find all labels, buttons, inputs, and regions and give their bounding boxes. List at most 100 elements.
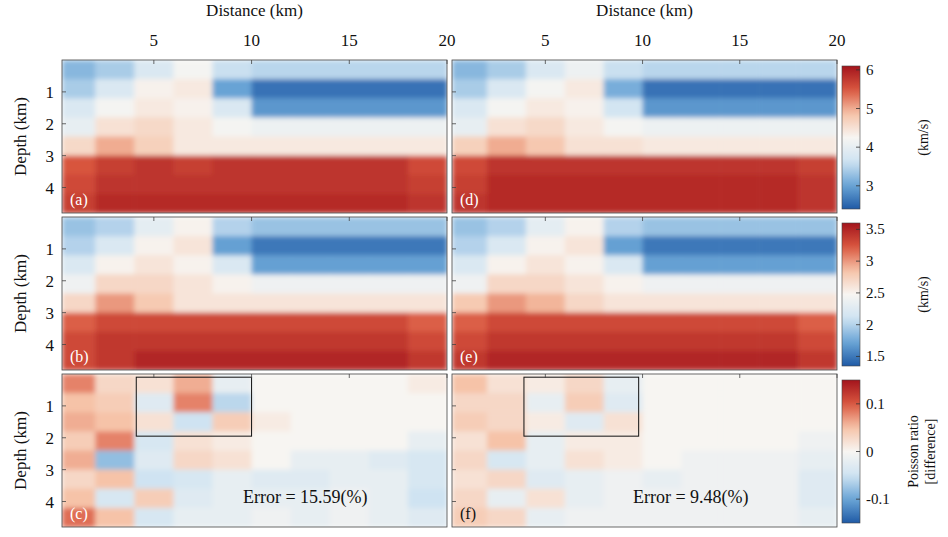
cell: [643, 175, 682, 195]
cell: [330, 431, 370, 451]
cell: [681, 313, 720, 333]
cell: [565, 217, 604, 237]
cell: [720, 60, 759, 80]
highlight-box: [136, 377, 251, 436]
cell: [452, 451, 488, 471]
y-tick: [62, 248, 66, 249]
cell: [369, 431, 409, 451]
cell: [62, 217, 96, 237]
cell: [369, 175, 409, 195]
cell: [134, 255, 174, 275]
cell: [526, 217, 565, 237]
colorbar-tick: [856, 451, 860, 452]
cell: [565, 489, 604, 509]
cell: [526, 156, 565, 176]
cell: [604, 508, 643, 527]
cell: [95, 274, 135, 294]
cell: [134, 274, 174, 294]
cell: [565, 79, 604, 99]
panel: (f)Error = 9.48(%)-0.100.1Poisson ratio[…: [452, 374, 938, 528]
x-tick: [447, 374, 448, 378]
cell: [643, 374, 682, 394]
x-tick-label: 15: [731, 31, 748, 50]
cell: [565, 194, 604, 213]
cell: [408, 175, 447, 195]
y-tick: [62, 155, 66, 156]
cell: [759, 236, 798, 256]
cell: [604, 393, 643, 413]
cell: [487, 313, 526, 333]
y-tick: [452, 123, 456, 124]
cell: [565, 117, 604, 137]
cell: [173, 313, 213, 333]
cell: [134, 217, 174, 237]
cells: [452, 374, 837, 527]
cell: [369, 217, 409, 237]
cell: [408, 470, 447, 490]
cell: [330, 217, 370, 237]
cell: [62, 470, 96, 490]
cell: [681, 274, 720, 294]
cell: [720, 194, 759, 213]
cell: [720, 451, 759, 471]
cell: [252, 313, 292, 333]
cell: [95, 156, 135, 176]
colorbar-tick: [856, 292, 860, 293]
y-axis-title: Depth (km): [11, 97, 30, 176]
cell: [173, 98, 213, 118]
cell: [134, 313, 174, 333]
cell: [759, 470, 798, 490]
cell: [452, 412, 488, 432]
y-tick-label: 4: [46, 179, 55, 198]
cell: [330, 332, 370, 352]
cell: [681, 332, 720, 352]
cell: [252, 294, 292, 314]
cell: [95, 451, 135, 471]
cell: [452, 374, 488, 394]
cell: [252, 60, 292, 80]
cell: [408, 351, 447, 370]
cell: [452, 79, 488, 99]
panel-label: (f): [460, 505, 476, 523]
cell: [212, 451, 252, 471]
cell: [369, 60, 409, 80]
cell: [330, 236, 370, 256]
cell: [720, 274, 759, 294]
cell: [95, 194, 135, 213]
cell: [759, 217, 798, 237]
cell: [681, 194, 720, 213]
cell: [330, 137, 370, 157]
cell: [526, 98, 565, 118]
x-tick: [837, 217, 838, 221]
cell: [720, 236, 759, 256]
cell: [452, 236, 488, 256]
cell: [62, 374, 96, 394]
panel-label: (d): [460, 191, 479, 209]
cell: [252, 451, 292, 471]
panel: 1234Depth (km)(b): [11, 217, 448, 371]
cell: [759, 332, 798, 352]
y-axis-title: Depth (km): [11, 411, 30, 490]
cell: [720, 294, 759, 314]
cell: [95, 236, 135, 256]
x-tick-label: 20: [439, 31, 456, 50]
cell: [720, 79, 759, 99]
panel-label: (a): [70, 191, 88, 209]
cell: [452, 98, 488, 118]
cell: [173, 470, 213, 490]
cell: [604, 194, 643, 213]
error-annotation: Error = 15.59(%): [243, 487, 368, 508]
cell: [134, 60, 174, 80]
x-tick: [545, 60, 546, 64]
frame: [452, 374, 837, 527]
cell: [565, 351, 604, 370]
colorbar-scale: [842, 380, 860, 523]
cell: [604, 294, 643, 314]
cell: [173, 217, 213, 237]
plot-area: [62, 374, 447, 527]
cell: [798, 412, 837, 432]
x-tick: [545, 217, 546, 221]
cell: [681, 79, 720, 99]
cell: [798, 274, 837, 294]
plot-area: [62, 217, 447, 370]
